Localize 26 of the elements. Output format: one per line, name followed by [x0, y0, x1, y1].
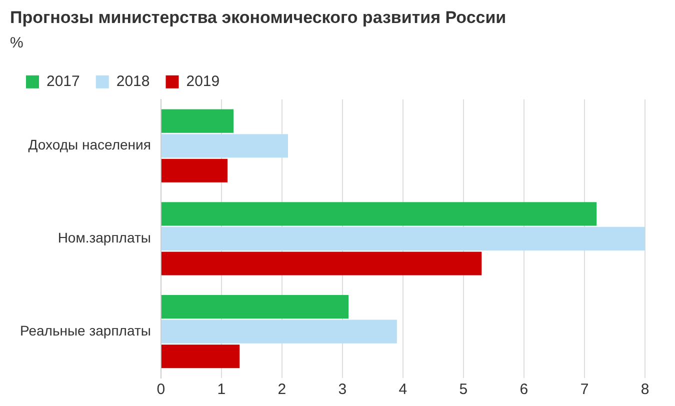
y-tick-label: Ном.зарплаты — [58, 230, 151, 246]
bar — [161, 158, 228, 182]
x-tick-label: 7 — [580, 381, 589, 398]
legend-label: 2017 — [46, 73, 80, 90]
legend-label: 2018 — [116, 73, 150, 90]
x-tick-label: 5 — [459, 381, 468, 398]
text: % — [10, 34, 24, 52]
bar — [161, 109, 234, 133]
x-tick-label: 4 — [398, 381, 408, 398]
x-tick-label: 0 — [156, 381, 166, 398]
bar — [161, 344, 240, 368]
bar — [161, 202, 597, 226]
y-tick-label: Реальные зарплаты — [20, 322, 151, 338]
chart-title: Прогнозы министерства экономического развития России — [10, 8, 506, 27]
y-tick-label: Доходы населения — [28, 136, 151, 153]
x-tick-label: 2 — [278, 381, 286, 398]
legend-label: 2019 — [186, 73, 220, 90]
bar — [161, 295, 348, 319]
bar — [161, 134, 288, 158]
x-tick-label: 3 — [338, 381, 347, 398]
x-tick-label: 1 — [217, 381, 226, 398]
bar — [161, 252, 482, 276]
x-tick-label: 8 — [640, 381, 650, 398]
x-tick-label: 6 — [520, 381, 528, 398]
bar — [161, 226, 645, 250]
bar — [161, 320, 397, 344]
